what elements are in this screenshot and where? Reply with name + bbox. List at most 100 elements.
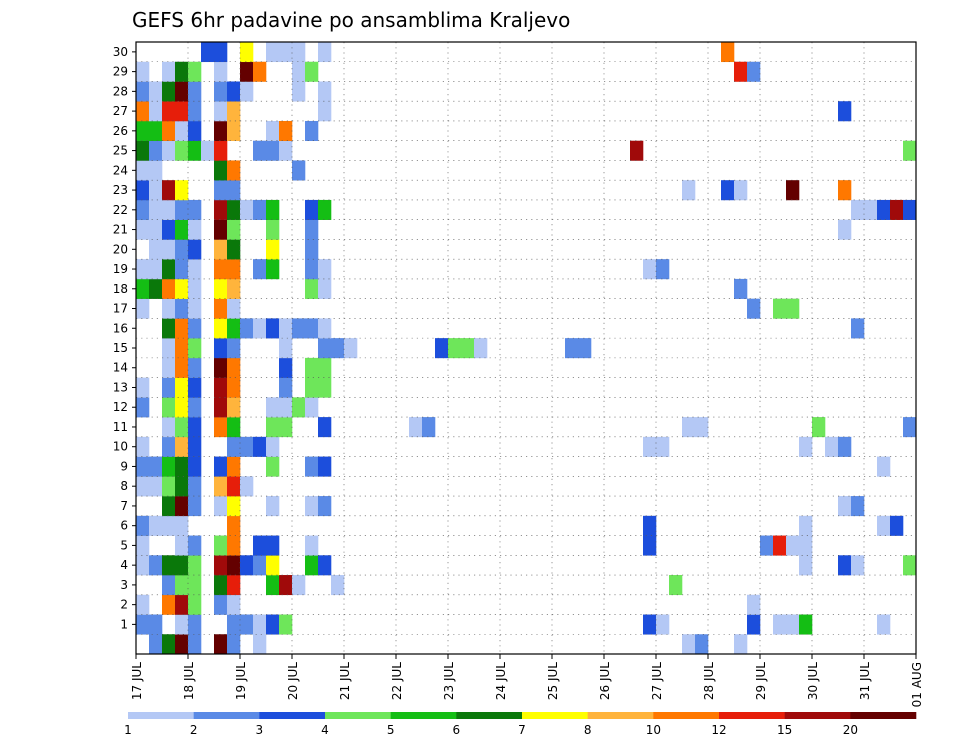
cell-member-13-step-7 — [227, 377, 241, 398]
cell-member-16-step-13 — [305, 318, 319, 339]
cell-member-3-step-4 — [188, 575, 202, 596]
colorbar-label: 5 — [387, 723, 395, 737]
cell-member-25-step-2 — [162, 140, 176, 161]
cell-member-2-step-2 — [162, 594, 176, 615]
cell-member-22-step-59 — [903, 199, 917, 220]
cell-member-13-step-11 — [279, 377, 293, 398]
cell-member-16-step-7 — [227, 318, 241, 339]
cell-member-2-step-0 — [136, 594, 150, 615]
cell-member-19-step-3 — [175, 259, 189, 280]
cell-member-28-step-8 — [240, 81, 254, 102]
x-axis: 17 JUL 18 JUL 19 JUL 20 JUL 21 JUL 22 JUL 23 J… — [130, 654, 924, 707]
cell-member-10-step-40 — [656, 436, 670, 457]
cell-member-13-step-14 — [318, 377, 332, 398]
y-tick-label: 15 — [113, 341, 128, 355]
cell-member-27-step-6 — [214, 101, 228, 122]
cell-member-5-step-39 — [643, 535, 657, 556]
cell-member-12-step-13 — [305, 397, 319, 418]
cell-member-25-step-1 — [149, 140, 163, 161]
cell-member-22-step-3 — [175, 199, 189, 220]
cell-member-23-step-1 — [149, 180, 163, 201]
cell-member-27-step-3 — [175, 101, 189, 122]
x-tick-label: 23 JUL — [442, 662, 456, 700]
cell-member-18-step-3 — [175, 278, 189, 299]
colorbar: 1 2 3 4 5 6 7 8 10 12 15 20 — [124, 712, 917, 737]
cell-member-5-step-50 — [786, 535, 800, 556]
colorbar-swatch — [653, 712, 720, 719]
cell-member-18-step-2 — [162, 278, 176, 299]
cell-member-22-step-10 — [266, 199, 280, 220]
cell-member-5-step-49 — [773, 535, 787, 556]
cell-member-17-step-0 — [136, 298, 150, 319]
cell-member-4-step-0 — [136, 555, 150, 576]
cell-member-22-step-55 — [851, 199, 865, 220]
cell-member-28-step-12 — [292, 81, 306, 102]
cell-member-19-step-14 — [318, 259, 332, 280]
cell-member-30-step-11 — [279, 42, 293, 63]
cell-member-10-step-51 — [799, 436, 813, 457]
cell-member-1-step-51 — [799, 614, 813, 635]
cell-member-10-step-0 — [136, 436, 150, 457]
cell-member-23-step-45 — [721, 180, 735, 201]
cell-member-21-step-7 — [227, 219, 241, 240]
colorbar-label: 15 — [777, 723, 792, 737]
cell-member-1-step-7 — [227, 614, 241, 635]
y-tick-label: 16 — [113, 321, 128, 335]
cell-member-15-step-26 — [474, 338, 488, 359]
cell-member-19-step-13 — [305, 259, 319, 280]
cell-member-11-step-11 — [279, 417, 293, 438]
cell-member-1-step-8 — [240, 614, 254, 635]
cell-member-5-step-13 — [305, 535, 319, 556]
cell-member-25-step-0 — [136, 140, 150, 161]
cell-member-9-step-1 — [149, 456, 163, 477]
cell-member-25-step-10 — [266, 140, 280, 161]
cell-member-10-step-10 — [266, 436, 280, 457]
cell-member-3-step-15 — [331, 575, 345, 596]
cell-member-12-step-12 — [292, 397, 306, 418]
x-tick-label: 25 JUL — [546, 662, 560, 700]
cell-member-14-step-7 — [227, 357, 241, 378]
cell-member-19-step-10 — [266, 259, 280, 280]
x-tick-label: 17 JUL — [130, 662, 144, 700]
cell-member-3-step-7 — [227, 575, 241, 596]
cell-member-4-step-8 — [240, 555, 254, 576]
colorbar-swatch — [719, 712, 785, 719]
cell-member-29-step-0 — [136, 61, 150, 82]
x-tick-label: 19 JUL — [234, 662, 248, 700]
cell-member-11-step-10 — [266, 417, 280, 438]
cell-member-11-step-4 — [188, 417, 202, 438]
cell-member-29-step-2 — [162, 61, 176, 82]
colorbar-swatch — [259, 712, 326, 719]
cell-member-25-step-9 — [253, 140, 267, 161]
cell-member-22-step-0 — [136, 199, 150, 220]
cell-member-24-step-1 — [149, 160, 163, 181]
colorbar-swatch — [456, 712, 523, 719]
cell-member-29-step-6 — [214, 61, 228, 82]
cell-member-22-step-6 — [214, 199, 228, 220]
cell-member-4-step-3 — [175, 555, 189, 576]
cell-member-8-step-2 — [162, 476, 176, 497]
x-tick-label: 26 JUL — [598, 662, 612, 700]
cell-member-21-step-1 — [149, 219, 163, 240]
cell-member-26-step-0 — [136, 120, 150, 142]
cell-member-26-step-2 — [162, 120, 176, 142]
colorbar-swatch — [325, 712, 391, 719]
cell-member-4-step-13 — [305, 555, 319, 576]
colorbar-swatch — [587, 712, 654, 719]
cell-member-9-step-13 — [305, 456, 319, 477]
cell-member-26-step-11 — [279, 120, 293, 142]
cell-member-5-step-3 — [175, 535, 189, 556]
cell-member-7-step-6 — [214, 496, 228, 517]
cell-member-4-step-14 — [318, 555, 332, 576]
cell-member-20-step-1 — [149, 239, 163, 260]
cell-member-10-step-3 — [175, 436, 189, 457]
cell-member-27-step-2 — [162, 101, 176, 122]
cell-member-27-step-4 — [188, 101, 202, 122]
cell-member-20-step-13 — [305, 239, 319, 260]
cell-member-3-step-2 — [162, 575, 176, 596]
cell-member-18-step-14 — [318, 278, 332, 299]
cell-member-20-step-4 — [188, 239, 202, 260]
cell-member-4-step-7 — [227, 555, 241, 576]
y-tick-label: 24 — [113, 163, 128, 177]
cell-member-12-step-4 — [188, 397, 202, 418]
